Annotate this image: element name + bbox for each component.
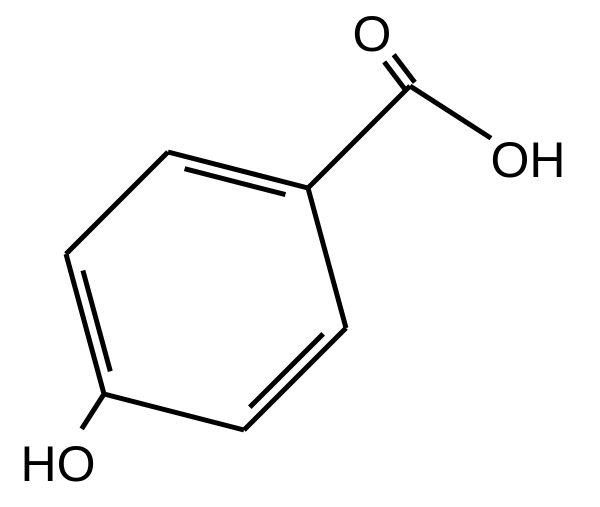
bond-line bbox=[244, 328, 346, 430]
bond-line bbox=[104, 394, 244, 430]
atom-label-o3: HO bbox=[21, 436, 96, 492]
bond-line bbox=[308, 86, 410, 188]
bond-line bbox=[250, 334, 323, 407]
chemical-structure-diagram: O OH HO bbox=[0, 0, 600, 507]
atom-labels-layer: O OH HO bbox=[21, 6, 566, 492]
bond-line bbox=[82, 394, 104, 429]
bonds-layer bbox=[66, 55, 491, 430]
bond-line bbox=[410, 86, 491, 138]
bond-line bbox=[83, 271, 110, 372]
bond-line bbox=[308, 188, 346, 328]
atom-label-o2: OH bbox=[491, 132, 566, 188]
bond-line bbox=[185, 169, 286, 195]
atom-label-o1: O bbox=[353, 6, 392, 62]
bond-line bbox=[66, 152, 168, 254]
